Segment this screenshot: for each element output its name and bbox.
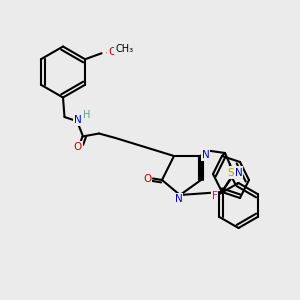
Text: O: O bbox=[108, 47, 116, 57]
Text: O: O bbox=[143, 173, 151, 184]
Text: CH₃: CH₃ bbox=[115, 44, 133, 54]
Text: N: N bbox=[74, 115, 82, 125]
Text: S: S bbox=[228, 167, 234, 178]
Text: N: N bbox=[202, 149, 209, 160]
Text: N: N bbox=[175, 194, 182, 205]
Text: F: F bbox=[212, 191, 218, 201]
Text: H: H bbox=[83, 110, 91, 121]
Text: O: O bbox=[74, 142, 82, 152]
Text: N: N bbox=[235, 167, 242, 178]
